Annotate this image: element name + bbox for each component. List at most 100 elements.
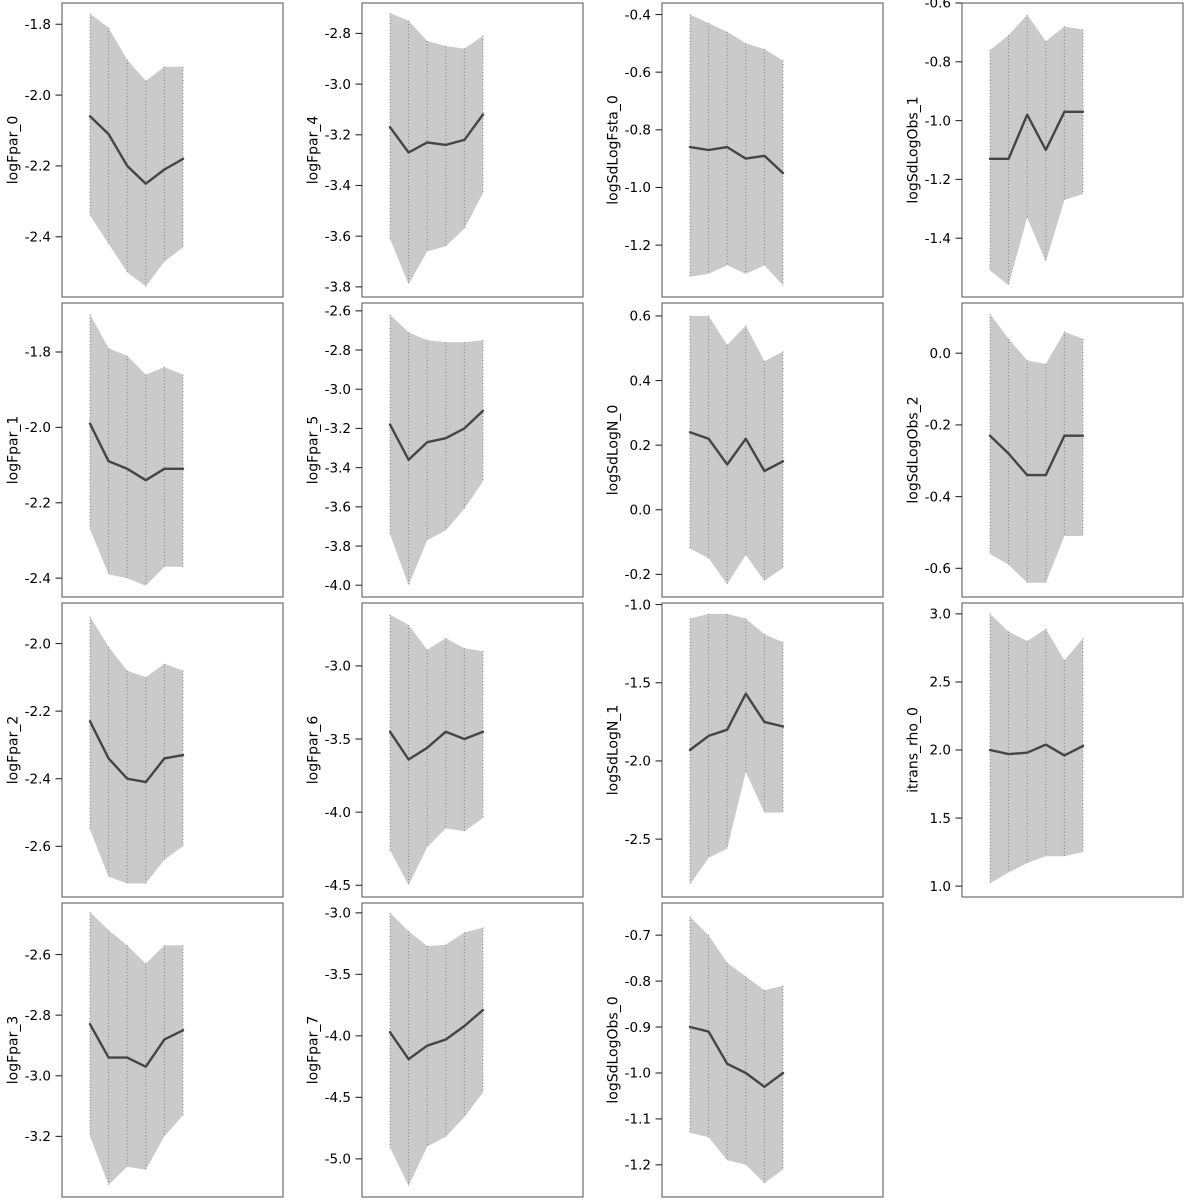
panel-border — [361, 302, 584, 598]
confidence-band — [690, 14, 783, 286]
y-tick-label: -3.6 — [325, 229, 351, 245]
chart-logFpar_1: -2.4 -2.2 -2.0 -1.8 logFpar_1 — [6, 302, 284, 598]
y-axis-label: logFpar_2 — [6, 716, 22, 785]
y-axis-label: logFpar_7 — [306, 1016, 322, 1085]
y-tick-label: -3.0 — [25, 1068, 51, 1084]
confidence-band — [390, 614, 483, 886]
y-tick-label: -2.4 — [25, 771, 51, 787]
y-tick-label: 3.0 — [930, 607, 951, 623]
y-tick-label: -3.2 — [325, 421, 351, 437]
y-tick-label: -2.6 — [25, 947, 51, 963]
panel-border — [61, 302, 284, 598]
y-tick-label: -3.0 — [325, 906, 351, 922]
y-tick-label: -0.7 — [625, 928, 651, 944]
y-tick-label: -1.0 — [625, 597, 651, 613]
y-tick-label: -2.8 — [25, 1008, 51, 1024]
y-tick-label: 1.0 — [930, 879, 951, 895]
y-tick-label: -2.6 — [25, 839, 51, 855]
y-tick-label: -1.2 — [625, 238, 651, 254]
y-tick-label: -5.0 — [325, 1152, 351, 1168]
confidence-band — [390, 13, 483, 285]
confidence-band — [90, 314, 183, 586]
y-axis-label: logSdLogFsta_0 — [606, 95, 622, 204]
y-tick-label: -0.6 — [925, 561, 951, 577]
chart-logFpar_3: -3.2 -3.0 -2.8 -2.6 logFpar_3 — [6, 902, 284, 1198]
y-tick-label: -2.2 — [25, 704, 51, 720]
confidence-band — [990, 14, 1083, 286]
y-tick-label: -1.8 — [25, 17, 51, 33]
estimate-line — [988, 743, 1085, 757]
estimate-line — [688, 1025, 785, 1089]
y-tick-label: -3.5 — [325, 967, 351, 983]
panel-border — [661, 2, 884, 298]
y-tick-label: -3.4 — [325, 460, 351, 476]
estimate-line — [88, 1022, 185, 1068]
y-tick-label: -3.2 — [25, 1129, 51, 1145]
y-tick-label: -0.6 — [925, 0, 951, 12]
y-tick-label: -4.0 — [325, 805, 351, 821]
y-tick-label: -3.0 — [325, 382, 351, 398]
confidence-band — [990, 313, 1083, 583]
y-tick-label: -3.0 — [325, 659, 351, 675]
chart-logFpar_5: -4.0 -3.8 -3.6 -3.4 -3.2 -3.0 -2.8 -2.6 logFpar_… — [306, 302, 584, 598]
y-tick-label: -1.4 — [925, 231, 951, 247]
y-tick-label: -3.4 — [325, 178, 351, 194]
y-tick-label: -2.4 — [25, 571, 51, 587]
chart-logSdLogFsta_0: -1.2 -1.0 -0.8 -0.6 -0.4 logSdLogFsta_0 — [606, 2, 884, 298]
y-tick-label: -1.5 — [625, 675, 651, 691]
y-tick-label: -0.8 — [625, 123, 651, 139]
panel-border — [361, 2, 584, 298]
confidence-band — [390, 314, 483, 586]
y-tick-label: -3.5 — [325, 732, 351, 748]
panel-border — [961, 302, 1184, 598]
y-axis-label: logFpar_1 — [6, 416, 22, 485]
estimate-line — [388, 1008, 485, 1061]
y-axis-label: logSdLogObs_2 — [906, 396, 922, 503]
y-tick-label: -3.8 — [325, 280, 351, 296]
y-tick-label: -1.0 — [625, 180, 651, 196]
y-axis-label: logFpar_5 — [306, 416, 322, 485]
y-tick-label: -2.8 — [325, 26, 351, 42]
chart-logSdLogN_1: -2.5 -2.0 -1.5 -1.0 logSdLogN_1 — [606, 597, 884, 898]
y-axis-label: logSdLogN_1 — [606, 705, 622, 796]
chart-logFpar_2: -2.6 -2.4 -2.2 -2.0 logFpar_2 — [6, 602, 284, 898]
y-tick-label: -0.6 — [625, 65, 651, 81]
panel-border — [61, 602, 284, 898]
y-axis-label: logFpar_4 — [306, 116, 322, 185]
y-axis-label: logFpar_0 — [6, 116, 22, 185]
y-tick-label: 1.5 — [930, 811, 951, 827]
y-tick-label: -2.0 — [25, 88, 51, 104]
y-tick-label: -2.4 — [25, 230, 51, 246]
y-axis-label: itrans_rho_0 — [906, 707, 922, 793]
y-axis-label: logFpar_3 — [6, 1016, 22, 1085]
y-axis-label: logSdLogN_0 — [606, 405, 622, 496]
y-tick-label: 0.6 — [630, 309, 651, 325]
chart-logFpar_0: -2.4 -2.2 -2.0 -1.8 logFpar_0 — [6, 2, 284, 298]
y-tick-label: -2.0 — [625, 754, 651, 770]
y-tick-label: -0.2 — [925, 418, 951, 434]
panel-border — [61, 902, 284, 1198]
panel-border — [661, 302, 884, 598]
estimate-line — [88, 720, 185, 784]
estimate-line — [88, 422, 185, 482]
y-tick-label: -2.0 — [25, 420, 51, 436]
chart-logSdLogObs_1: -1.4 -1.2 -1.0 -0.8 -0.6 logSdLogObs_1 — [906, 0, 1184, 298]
y-axis-label: logSdLogObs_0 — [606, 996, 622, 1103]
chart-logSdLogObs_2: -0.6 -0.4 -0.2 0.0 logSdLogObs_2 — [906, 302, 1184, 598]
y-tick-label: 2.0 — [930, 743, 951, 759]
chart-logSdLogN_0: -0.2 0.0 0.2 0.4 0.6 logSdLogN_0 — [606, 302, 884, 598]
y-tick-label: -0.4 — [625, 7, 651, 23]
y-tick-label: -0.2 — [625, 567, 651, 583]
chart-logFpar_6: -4.5 -4.0 -3.5 -3.0 logFpar_6 — [306, 602, 584, 898]
confidence-band — [90, 616, 183, 884]
y-tick-label: -2.2 — [25, 495, 51, 511]
chart-logSdLogObs_0: -1.2 -1.1 -1.0 -0.9 -0.8 -0.7 logSdLogObs_0 — [606, 902, 884, 1198]
y-tick-label: -1.2 — [925, 172, 951, 188]
y-tick-label: -2.2 — [25, 159, 51, 175]
estimate-line — [988, 434, 1085, 477]
y-tick-label: -2.0 — [25, 636, 51, 652]
y-tick-label: -0.4 — [925, 489, 951, 505]
confidence-band — [90, 912, 183, 1185]
y-tick-label: -1.2 — [625, 1158, 651, 1174]
